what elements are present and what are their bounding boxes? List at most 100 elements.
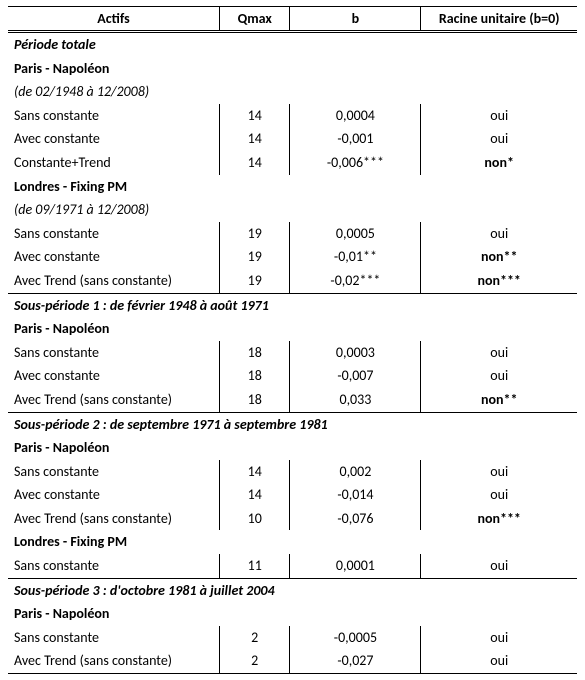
table-row: Sans constante140,002oui: [8, 460, 577, 484]
table-row: Avec constante14-0,014oui: [8, 483, 577, 507]
group-header: Londres - Fixing PM: [8, 530, 577, 554]
header-racine: Racine unitaire (b=0): [421, 7, 577, 32]
section-title-row: Sous-période 3 : d'octobre 1981 à juille…: [8, 578, 577, 602]
cell-b: -0,001: [290, 127, 421, 151]
cell-b: 0,033: [290, 388, 421, 412]
section-title: Période totale: [8, 32, 577, 57]
cell-b: -0,007: [290, 364, 421, 388]
cell-b: 0,002: [290, 460, 421, 484]
cell-label: Sans constante: [8, 104, 219, 128]
cell-label: Sans constante: [8, 341, 219, 365]
group-note: (de 09/1971 à 12/2008): [8, 198, 577, 222]
cell-b: 0,0005: [290, 222, 421, 246]
group-header-row: Paris - Napoléon: [8, 436, 577, 460]
section-title-row: Période totale: [8, 32, 577, 57]
section-title: Sous-période 1 : de février 1948 à août …: [8, 293, 577, 317]
table-row: Constante+Trend14-0,006***non*: [8, 151, 577, 175]
section-title-row: Sous-période 2 : de septembre 1971 à sep…: [8, 412, 577, 436]
group-header-row: Londres - Fixing PM: [8, 175, 577, 199]
cell-racine: oui: [421, 341, 577, 365]
cell-b: -0,01**: [290, 245, 421, 269]
cell-b: 0,0001: [290, 554, 421, 578]
cell-qmax: 18: [219, 388, 289, 412]
cell-racine: oui: [421, 104, 577, 128]
cell-b: -0,014: [290, 483, 421, 507]
table-row: Avec Trend (sans constante)2-0,027oui: [8, 649, 577, 673]
section-title: Sous-période 2 : de septembre 1971 à sep…: [8, 412, 577, 436]
cell-racine: oui: [421, 649, 577, 673]
section-title: Sous-période 3 : d'octobre 1981 à juille…: [8, 578, 577, 602]
table-row: Avec constante14-0,001oui: [8, 127, 577, 151]
group-header-row: Paris - Napoléon: [8, 317, 577, 341]
table-container: Actifs Qmax b Racine unitaire (b=0) Péri…: [0, 0, 585, 680]
group-header: Paris - Napoléon: [8, 602, 577, 626]
cell-label: Sans constante: [8, 554, 219, 578]
table-body: Période totaleParis - Napoléon(de 02/194…: [8, 32, 577, 674]
header-actifs: Actifs: [8, 7, 219, 32]
cell-label: Avec constante: [8, 364, 219, 388]
group-note-row: (de 09/1971 à 12/2008): [8, 198, 577, 222]
cell-b: 0,0003: [290, 341, 421, 365]
table-row: Avec Trend (sans constante)180,033non**: [8, 388, 577, 412]
cell-label: Sans constante: [8, 626, 219, 650]
header-b: b: [290, 7, 421, 32]
cell-label: Constante+Trend: [8, 151, 219, 175]
cell-label: Avec Trend (sans constante): [8, 269, 219, 293]
cell-qmax: 18: [219, 364, 289, 388]
cell-label: Sans constante: [8, 222, 219, 246]
cell-b: -0,076: [290, 507, 421, 531]
cell-label: Sans constante: [8, 460, 219, 484]
cell-qmax: 2: [219, 649, 289, 673]
cell-qmax: 14: [219, 104, 289, 128]
table-row: Sans constante2-0,0005oui: [8, 626, 577, 650]
cell-racine: non**: [421, 245, 577, 269]
cell-racine: oui: [421, 483, 577, 507]
cell-qmax: 19: [219, 222, 289, 246]
group-note: (de 02/1948 à 12/2008): [8, 80, 577, 104]
cell-qmax: 18: [219, 341, 289, 365]
group-header: Londres - Fixing PM: [8, 175, 577, 199]
cell-racine: oui: [421, 626, 577, 650]
group-header-row: Londres - Fixing PM: [8, 530, 577, 554]
group-header-row: Paris - Napoléon: [8, 57, 577, 81]
cell-qmax: 19: [219, 269, 289, 293]
cell-b: 0,0004: [290, 104, 421, 128]
cell-qmax: 14: [219, 127, 289, 151]
cell-qmax: 14: [219, 483, 289, 507]
data-table: Actifs Qmax b Racine unitaire (b=0) Péri…: [8, 6, 577, 674]
group-header: Paris - Napoléon: [8, 57, 577, 81]
cell-racine: non***: [421, 507, 577, 531]
cell-b: -0,0005: [290, 626, 421, 650]
cell-label: Avec Trend (sans constante): [8, 507, 219, 531]
table-row: Sans constante140,0004oui: [8, 104, 577, 128]
header-row: Actifs Qmax b Racine unitaire (b=0): [8, 7, 577, 32]
header-qmax: Qmax: [219, 7, 289, 32]
cell-label: Avec Trend (sans constante): [8, 388, 219, 412]
cell-racine: oui: [421, 127, 577, 151]
table-row: Sans constante190,0005oui: [8, 222, 577, 246]
cell-qmax: 14: [219, 460, 289, 484]
table-row: Avec constante18-0,007oui: [8, 364, 577, 388]
cell-label: Avec constante: [8, 127, 219, 151]
cell-racine: oui: [421, 554, 577, 578]
cell-racine: non**: [421, 388, 577, 412]
cell-label: Avec constante: [8, 245, 219, 269]
cell-racine: non***: [421, 269, 577, 293]
cell-b: -0,027: [290, 649, 421, 673]
table-row: Avec constante19-0,01**non**: [8, 245, 577, 269]
cell-b: -0,006***: [290, 151, 421, 175]
group-header: Paris - Napoléon: [8, 317, 577, 341]
cell-qmax: 10: [219, 507, 289, 531]
cell-label: Avec constante: [8, 483, 219, 507]
cell-qmax: 14: [219, 151, 289, 175]
cell-racine: oui: [421, 222, 577, 246]
table-row: Sans constante180,0003oui: [8, 341, 577, 365]
cell-racine: oui: [421, 460, 577, 484]
cell-racine: oui: [421, 364, 577, 388]
cell-qmax: 2: [219, 626, 289, 650]
group-header-row: Paris - Napoléon: [8, 602, 577, 626]
cell-qmax: 19: [219, 245, 289, 269]
cell-racine: non*: [421, 151, 577, 175]
group-header: Paris - Napoléon: [8, 436, 577, 460]
cell-label: Avec Trend (sans constante): [8, 649, 219, 673]
